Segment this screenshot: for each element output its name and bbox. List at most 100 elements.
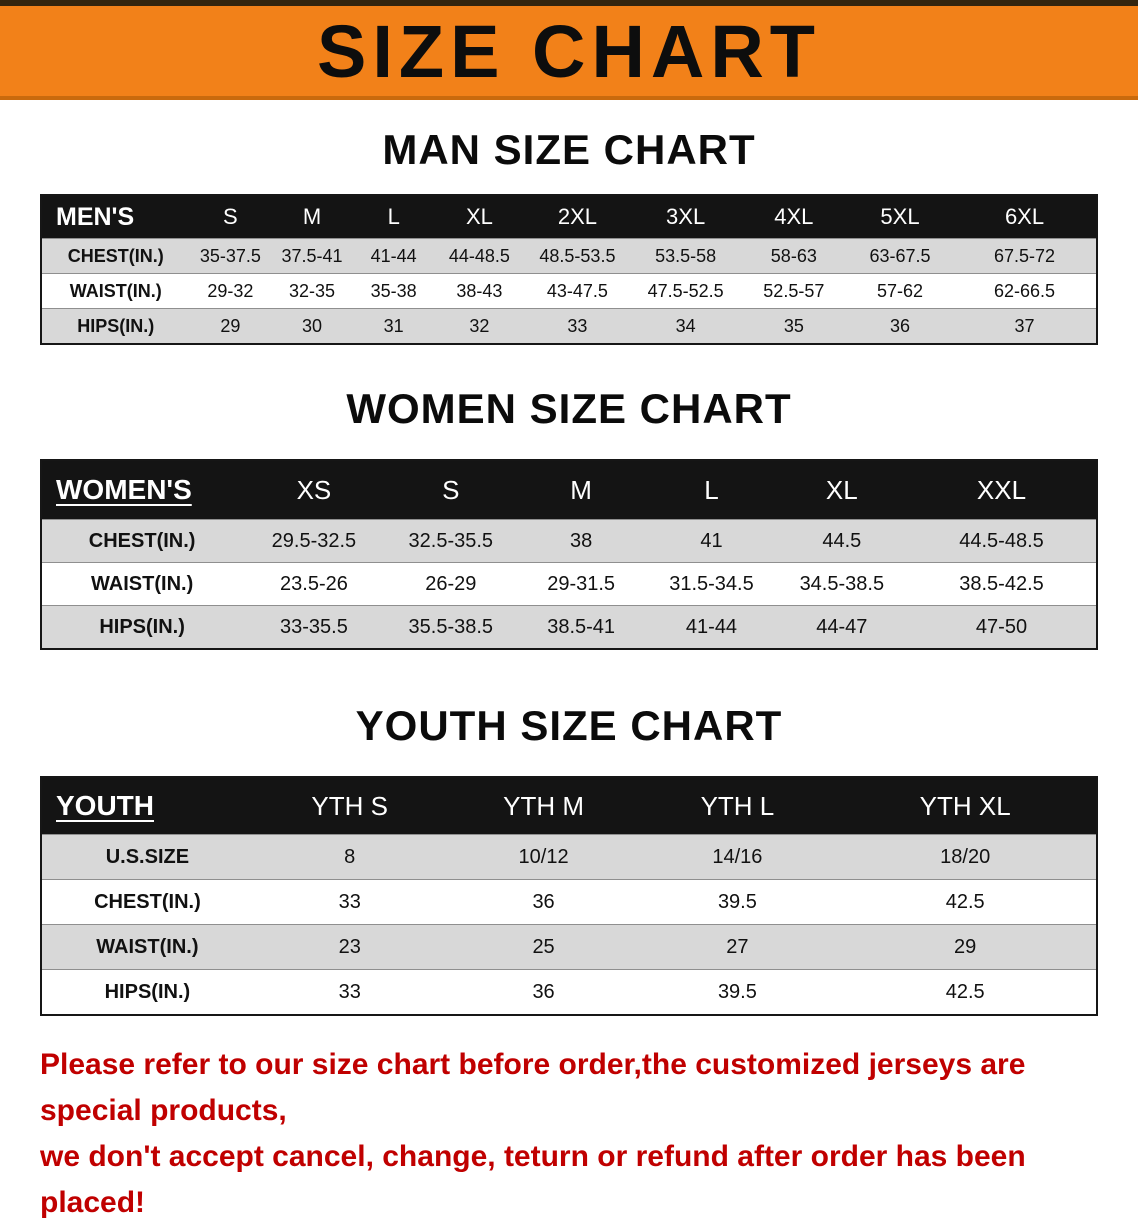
measure-value-cell: 58-63 — [770, 245, 817, 266]
measure-value-cell: 23 — [338, 935, 361, 958]
size-header-cell: M — [570, 474, 592, 505]
measure-value-cell: 36 — [532, 890, 555, 913]
measure-value-cell: 47.5-52.5 — [647, 280, 724, 301]
measure-value-cell: 67.5-72 — [993, 245, 1056, 266]
measure-value-cell: 26-29 — [425, 572, 477, 595]
measure-value-cell: 37 — [1014, 315, 1035, 336]
size-header-cell: L — [704, 474, 719, 505]
size-header-cell: L — [387, 204, 400, 229]
measure-value-cell: 44.5 — [822, 529, 862, 552]
measure-label-cell: CHEST(IN.) — [88, 529, 196, 552]
measure-value-cell: 35-37.5 — [199, 245, 261, 266]
measure-label-cell: HIPS(IN.) — [77, 315, 155, 336]
measure-value-cell: 33-35.5 — [280, 615, 348, 638]
measure-value-cell: 62-66.5 — [993, 280, 1056, 301]
size-header-cell: 4XL — [774, 204, 814, 229]
table-row: WAIST(IN.) 23.5-26 26-29 29-31.5 31.5-34.5 34… — [42, 562, 1096, 605]
measure-label-cell: WAIST(IN.) — [69, 280, 162, 301]
measure-value-cell: 63-67.5 — [869, 245, 931, 266]
youth-section-heading: YOUTH SIZE CHART — [355, 702, 783, 749]
measure-value-cell: 39.5 — [717, 890, 757, 913]
size-header-cell: M — [302, 204, 322, 229]
size-chart-banner: SIZE CHART — [0, 0, 1138, 100]
measure-value-cell: 29.5-32.5 — [271, 529, 357, 552]
measure-label-cell: WAIST(IN.) — [91, 572, 194, 595]
size-header-cell: 3XL — [666, 204, 706, 229]
measure-value-cell: 35-38 — [370, 280, 417, 301]
table-row: HIPS(IN.) 33 36 39.5 42.5 — [42, 969, 1096, 1014]
measure-value-cell: 41-44 — [685, 615, 738, 638]
measure-value-cell: 38.5-41 — [547, 615, 616, 638]
table-corner-label: WOMEN'S — [56, 474, 192, 505]
measure-label-cell: WAIST(IN.) — [96, 935, 199, 958]
table-row: WAIST(IN.) 23 25 27 29 — [42, 924, 1096, 969]
measure-value-cell: 34 — [675, 315, 696, 336]
measure-label-cell: U.S.SIZE — [105, 845, 190, 868]
disclaimer-text: Please refer to our size chart before or… — [40, 1042, 1098, 1226]
measure-value-cell: 44.5-48.5 — [959, 529, 1044, 552]
size-header-cell: 2XL — [557, 204, 597, 229]
measure-value-cell: 27 — [726, 935, 749, 958]
size-header-cell: XS — [296, 474, 332, 505]
measure-value-cell: 44-48.5 — [448, 245, 510, 266]
women-section: WOMEN SIZE CHART WOMEN'S XS S M L XL XXL CHEST(… — [0, 385, 1138, 650]
measure-value-cell: 10/12 — [518, 845, 569, 868]
size-header-cell: S — [223, 204, 238, 229]
table-header-row: MEN'S S M L XL 2XL 3XL 4XL 5XL 6XL — [42, 196, 1096, 238]
measure-value-cell: 31 — [383, 315, 404, 336]
table-header-row: WOMEN'S XS S M L XL XXL — [42, 461, 1096, 519]
table-header-row: YOUTH YTH S YTH M YTH L YTH XL — [42, 778, 1096, 834]
measure-value-cell: 44-47 — [816, 615, 868, 638]
table-row: CHEST(IN.) 29.5-32.5 32.5-35.5 38 41 44.5 44.5… — [42, 519, 1096, 562]
measure-label-cell: HIPS(IN.) — [104, 980, 191, 1003]
measure-value-cell: 35 — [783, 315, 804, 336]
measure-value-cell: 33 — [338, 890, 361, 913]
measure-label-cell: CHEST(IN.) — [94, 890, 201, 913]
measure-value-cell: 43-47.5 — [546, 280, 608, 301]
size-header-cell: XXL — [976, 474, 1027, 505]
measure-value-cell: 37.5-41 — [281, 245, 343, 266]
measure-label-cell: CHEST(IN.) — [67, 245, 164, 266]
measure-value-cell: 8 — [344, 845, 356, 868]
measure-value-cell: 36 — [889, 315, 910, 336]
table-row: CHEST(IN.) 33 36 39.5 42.5 — [42, 879, 1096, 924]
measure-value-cell: 23.5-26 — [280, 572, 348, 595]
table-row: HIPS(IN.) 29 30 31 32 33 34 35 36 37 — [42, 308, 1096, 343]
measure-value-cell: 29-32 — [207, 280, 254, 301]
table-corner-label: YOUTH — [56, 790, 154, 821]
men-size-table: MEN'S S M L XL 2XL 3XL 4XL 5XL 6XL CHEST(IN.) 35-37… — [40, 194, 1098, 345]
measure-value-cell: 42.5 — [945, 980, 985, 1003]
measure-value-cell: 32 — [469, 315, 490, 336]
size-header-cell: S — [442, 474, 460, 505]
size-header-cell: YTH L — [700, 790, 775, 821]
size-header-cell: YTH XL — [919, 790, 1011, 821]
measure-value-cell: 32-35 — [289, 280, 336, 301]
measure-value-cell: 34.5-38.5 — [799, 572, 885, 595]
size-header-cell: YTH M — [503, 790, 584, 821]
table-row: HIPS(IN.) 33-35.5 35.5-38.5 38.5-41 41-44 44-… — [42, 605, 1096, 648]
measure-value-cell: 33 — [338, 980, 361, 1003]
women-size-table: WOMEN'S XS S M L XL XXL CHEST(IN.) 29.5-32.5 32.5… — [40, 459, 1098, 650]
measure-value-cell: 18/20 — [940, 845, 991, 868]
measure-value-cell: 41 — [700, 529, 723, 552]
size-header-cell: XL — [825, 474, 858, 505]
disclaimer-line-2: we don't accept cancel, change, teturn o… — [40, 1140, 1026, 1219]
size-header-cell: 6XL — [1004, 204, 1045, 229]
table-row: WAIST(IN.) 29-32 32-35 35-38 38-43 43-47.5 47.… — [42, 273, 1096, 308]
youth-section: YOUTH SIZE CHART YOUTH YTH S YTH M YTH L YTH… — [0, 702, 1138, 1016]
measure-value-cell: 38.5-42.5 — [959, 572, 1044, 595]
measure-value-cell: 52.5-57 — [763, 280, 825, 301]
measure-value-cell: 29-31.5 — [547, 572, 616, 595]
measure-value-cell: 41-44 — [370, 245, 417, 266]
table-row: U.S.SIZE 8 10/12 14/16 18/20 — [42, 834, 1096, 879]
measure-value-cell: 57-62 — [876, 280, 923, 301]
measure-value-cell: 29 — [220, 315, 241, 336]
women-section-heading: WOMEN SIZE CHART — [346, 385, 792, 432]
measure-value-cell: 25 — [532, 935, 555, 958]
men-section: MAN SIZE CHART MEN'S S M L XL 2XL 3XL 4XL 5XL 6XL… — [0, 126, 1138, 345]
measure-value-cell: 39.5 — [717, 980, 757, 1003]
disclaimer-line-1: Please refer to our size chart before or… — [40, 1048, 1026, 1127]
measure-value-cell: 42.5 — [945, 890, 985, 913]
measure-value-cell: 14/16 — [712, 845, 763, 868]
measure-value-cell: 36 — [532, 980, 555, 1003]
